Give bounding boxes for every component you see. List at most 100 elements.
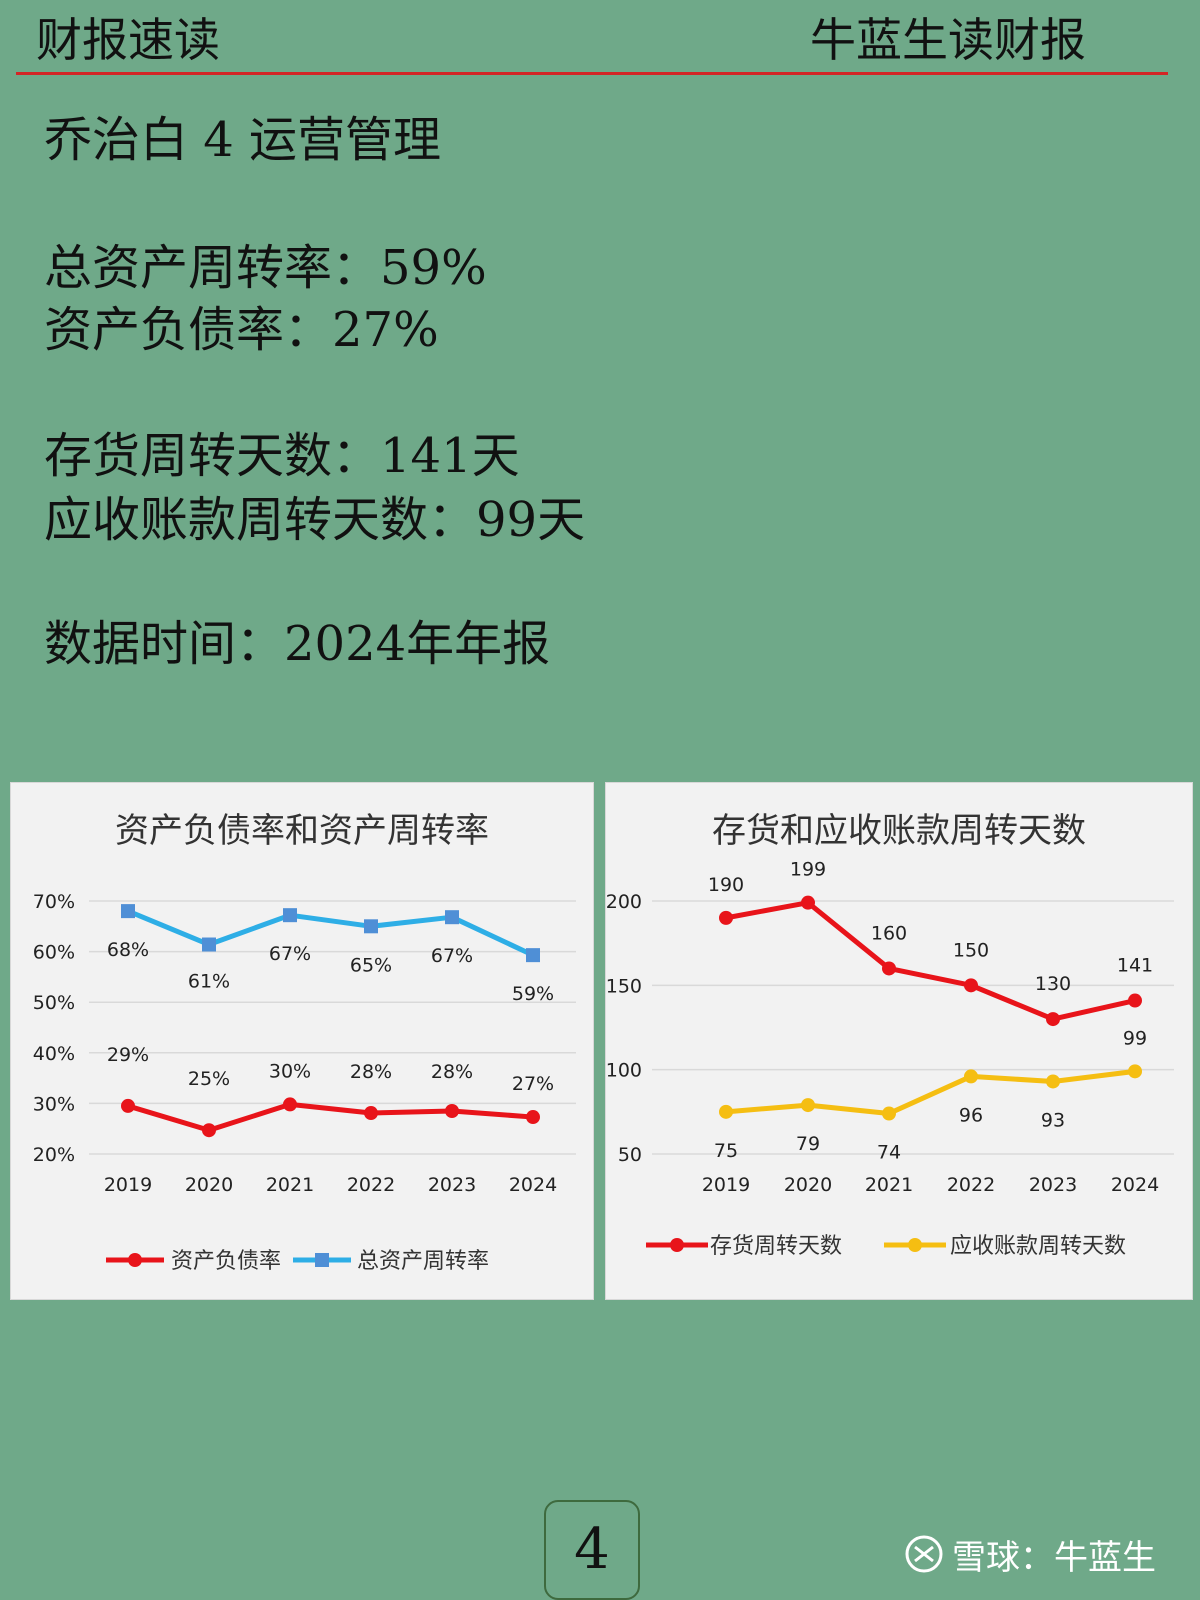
series-2-point (1046, 1074, 1060, 1089)
series-1-data-label: 141 (1117, 955, 1153, 977)
series-2-data-label: 65% (350, 954, 392, 976)
header-right-title: 牛蓝生读财报 (810, 13, 1086, 67)
legend-label: 总资产周转率 (357, 1249, 489, 1274)
series-1-data-label: 130 (1035, 973, 1071, 995)
x-tick-label: 2020 (185, 1174, 233, 1196)
debt-ratio-line: 资产负债率：27% (44, 302, 439, 358)
series-1-point (445, 1103, 459, 1118)
x-tick-label: 2019 (702, 1174, 750, 1196)
legend-label: 应收账款周转天数 (950, 1234, 1126, 1259)
series-1-point (364, 1106, 378, 1121)
x-tick-label: 2021 (266, 1174, 314, 1196)
x-tick-label: 2020 (784, 1174, 832, 1196)
series-2-point (121, 904, 135, 919)
y-tick-label: 60% (33, 942, 75, 964)
series-1-point (1128, 993, 1142, 1008)
series-1-data-label: 30% (269, 1060, 311, 1082)
x-tick-label: 2022 (347, 1174, 395, 1196)
header-left-title: 财报速读 (36, 13, 220, 67)
y-tick-label: 20% (33, 1144, 75, 1166)
receivable-days-line: 应收账款周转天数：99天 (44, 492, 586, 548)
series-1-line (725, 900, 1136, 1022)
y-tick-label: 70% (33, 891, 75, 913)
series-2-data-label: 75 (714, 1140, 738, 1162)
x-tick-label: 2024 (1111, 1174, 1159, 1196)
header-rule (16, 72, 1168, 75)
series-1-data-label: 27% (512, 1073, 554, 1095)
series-2-point (719, 1104, 733, 1119)
series-2-point (283, 908, 297, 923)
legend-label: 资产负债率 (171, 1249, 281, 1274)
chart-title: 存货和应收账款周转天数 (712, 811, 1086, 851)
inventory-days-line: 存货周转天数：141天 (44, 428, 520, 484)
y-tick-label: 200 (606, 891, 642, 913)
y-tick-label: 150 (606, 975, 642, 997)
series-2-line (127, 908, 535, 958)
series-1-data-label: 28% (350, 1061, 392, 1083)
x-tick-label: 2019 (104, 1174, 152, 1196)
xueqiu-logo-icon (905, 1535, 943, 1573)
series-1-data-label: 190 (708, 874, 744, 896)
chart-panel-days: 存货和应收账款周转天数 200 150 100 50 2019 2020 2021 2022 2… (605, 782, 1193, 1300)
chart-turnover-days: 200 150 100 50 2019 2020 2021 2022 2023 2024 190 19… (606, 859, 1174, 1259)
series-2-data-label: 74 (877, 1142, 901, 1164)
series-2-point (364, 919, 378, 934)
series-2-line (725, 1068, 1136, 1117)
series-1-point (526, 1110, 540, 1125)
series-2-point (964, 1069, 978, 1084)
series-1-data-label: 160 (871, 922, 907, 944)
series-1-point (882, 961, 896, 976)
series-2-data-label: 67% (269, 943, 311, 965)
watermark: 雪球：牛蓝生 (904, 1532, 1156, 1578)
series-1-data-label: 25% (188, 1068, 230, 1090)
series-1-data-label: 150 (953, 939, 989, 961)
series-2-point (882, 1106, 896, 1121)
chart-title: 资产负债率和资产周转率 (115, 811, 489, 851)
x-tick-label: 2024 (509, 1174, 557, 1196)
series-1-point (964, 978, 978, 993)
series-2-point (526, 948, 540, 963)
y-tick-label: 100 (606, 1060, 642, 1082)
x-tick-label: 2023 (1029, 1174, 1077, 1196)
series-2-data-label: 79 (796, 1133, 820, 1155)
series-1-data-label: 29% (107, 1044, 149, 1066)
x-tick-label: 2023 (428, 1174, 476, 1196)
series-1-point (283, 1097, 297, 1112)
chart-panel-debt-turnover: 资产负债率和资产周转率 70% 60% 50% 40% 30% 20% 2019 2020 20… (10, 782, 594, 1300)
y-tick-label: 30% (33, 1093, 75, 1115)
series-2-point (202, 937, 216, 952)
series-1-point (202, 1123, 216, 1138)
series-2-data-label: 99 (1123, 1027, 1147, 1049)
series-2-data-label: 67% (431, 945, 473, 967)
y-tick-label: 40% (33, 1043, 75, 1065)
legend-swatch-marker (908, 1238, 922, 1252)
series-2-point (1128, 1064, 1142, 1079)
legend-swatch-marker (128, 1253, 142, 1267)
asset-turnover-line: 总资产周转率：59% (44, 240, 487, 296)
x-tick-label: 2022 (947, 1174, 995, 1196)
y-tick-label: 50 (618, 1144, 642, 1166)
series-1-point (121, 1098, 135, 1113)
chart-debt-turnover: 70% 60% 50% 40% 30% 20% 2019 2020 2021 2022 2023 20… (33, 891, 576, 1274)
series-2-data-label: 93 (1041, 1109, 1065, 1131)
watermark-text: 雪球：牛蓝生 (952, 1537, 1156, 1578)
series-2-data-label: 59% (512, 983, 554, 1005)
series-2-data-label: 96 (959, 1104, 983, 1126)
page-number: 4 (544, 1500, 640, 1600)
data-time-line: 数据时间：2024年年报 (44, 616, 551, 672)
x-tick-label: 2021 (865, 1174, 913, 1196)
y-tick-label: 50% (33, 992, 75, 1014)
legend-swatch-marker (670, 1238, 684, 1252)
page-title: 乔治白 4 运营管理 (44, 112, 442, 168)
series-2-data-label: 68% (107, 939, 149, 961)
series-1-line (127, 1101, 534, 1133)
series-1-data-label: 28% (431, 1061, 473, 1083)
series-1-point (801, 895, 815, 910)
series-2-point (801, 1098, 815, 1113)
series-2-point (445, 910, 459, 925)
series-1-data-label: 199 (790, 859, 826, 881)
series-1-point (719, 910, 733, 925)
series-1-point (1046, 1012, 1060, 1027)
legend-swatch-marker (315, 1253, 329, 1267)
series-2-data-label: 61% (188, 971, 230, 993)
